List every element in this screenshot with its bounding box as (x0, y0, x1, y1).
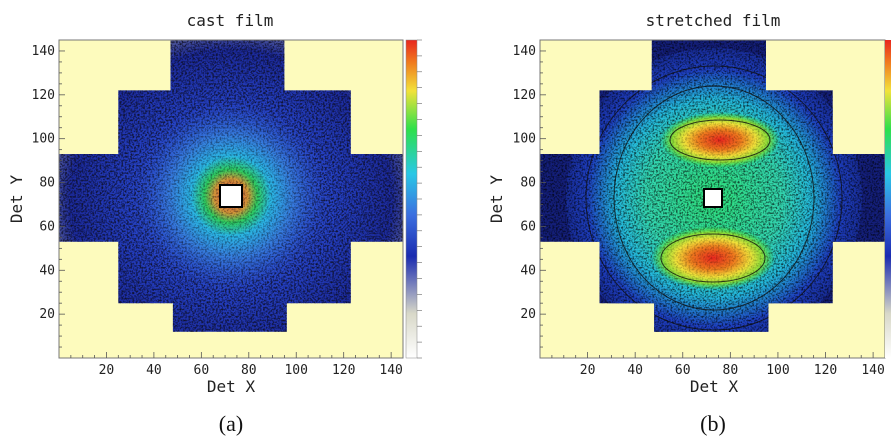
panel-b-beam-stop (703, 188, 723, 208)
panel-b-y-tick-label: 20 (520, 307, 536, 322)
panel-a-x-tick-label: 40 (146, 363, 162, 378)
panel-a-ylabel: Det Y (7, 175, 26, 224)
panel-a-y-tick-label: 20 (39, 307, 55, 322)
panel-b-y-tick-label: 40 (520, 263, 536, 278)
panel-cast-film: cast film 20 40 60 80 100 120 140 20 40 60 80 100 12… (7, 11, 422, 436)
panel-b-y-tick-label: 60 (520, 219, 536, 234)
panel-a-y-tick-label: 40 (39, 263, 55, 278)
panel-b-colorbar (885, 40, 891, 358)
panel-b-ylabel: Det Y (487, 175, 506, 224)
panel-b-y-tick-label: 120 (513, 88, 536, 103)
panel-b-x-tick-label: 100 (766, 363, 789, 378)
panel-stretched-film: stretched film 20 40 60 80 100 120 (487, 11, 891, 436)
panel-a-label: (a) (219, 411, 243, 436)
panel-a-x-tick-label: 20 (99, 363, 115, 378)
panel-b-label: (b) (700, 411, 726, 436)
panel-a-x-tick-label: 120 (332, 363, 355, 378)
panel-b-x-tick-label: 120 (814, 363, 837, 378)
panel-a-axes-frame (58, 39, 404, 359)
panel-b-x-tick-label: 140 (861, 363, 884, 378)
panel-b-axes: 20 40 60 80 100 120 140 20 40 60 80 100 120 140 (513, 44, 885, 378)
panel-a-x-tick-label: 60 (194, 363, 210, 378)
panel-b-y-tick-label: 80 (520, 176, 536, 191)
panel-b-x-tick-label: 80 (723, 363, 739, 378)
panel-b-xlabel: Det X (690, 377, 739, 396)
panel-a-x-tick-label: 100 (284, 363, 307, 378)
panel-a-xlabel: Det X (207, 377, 256, 396)
panel-b-title: stretched film (646, 11, 781, 30)
panel-a-y-tick-label: 80 (39, 176, 55, 191)
panel-b-x-tick-label: 20 (580, 363, 596, 378)
panel-a-y-tick-label: 140 (32, 44, 55, 59)
panel-a-y-tick-label: 120 (32, 88, 55, 103)
panel-b-y-tick-label: 140 (513, 44, 536, 59)
panel-b-y-tick-label: 100 (513, 132, 536, 147)
panel-a-x-tick-label: 80 (241, 363, 257, 378)
panel-a-axes: 20 40 60 80 100 120 140 20 40 60 80 100 120 140 (32, 44, 403, 378)
panel-b-x-tick-label: 40 (627, 363, 643, 378)
panel-a-beam-stop (219, 184, 243, 208)
panel-b-x-tick-label: 60 (675, 363, 691, 378)
panel-a-title: cast film (187, 11, 274, 30)
panel-a-y-tick-label: 100 (32, 132, 55, 147)
panel-a-y-tick-label: 60 (39, 219, 55, 234)
panel-a-colorbar (405, 39, 422, 359)
panel-a-x-tick-label: 140 (379, 363, 402, 378)
